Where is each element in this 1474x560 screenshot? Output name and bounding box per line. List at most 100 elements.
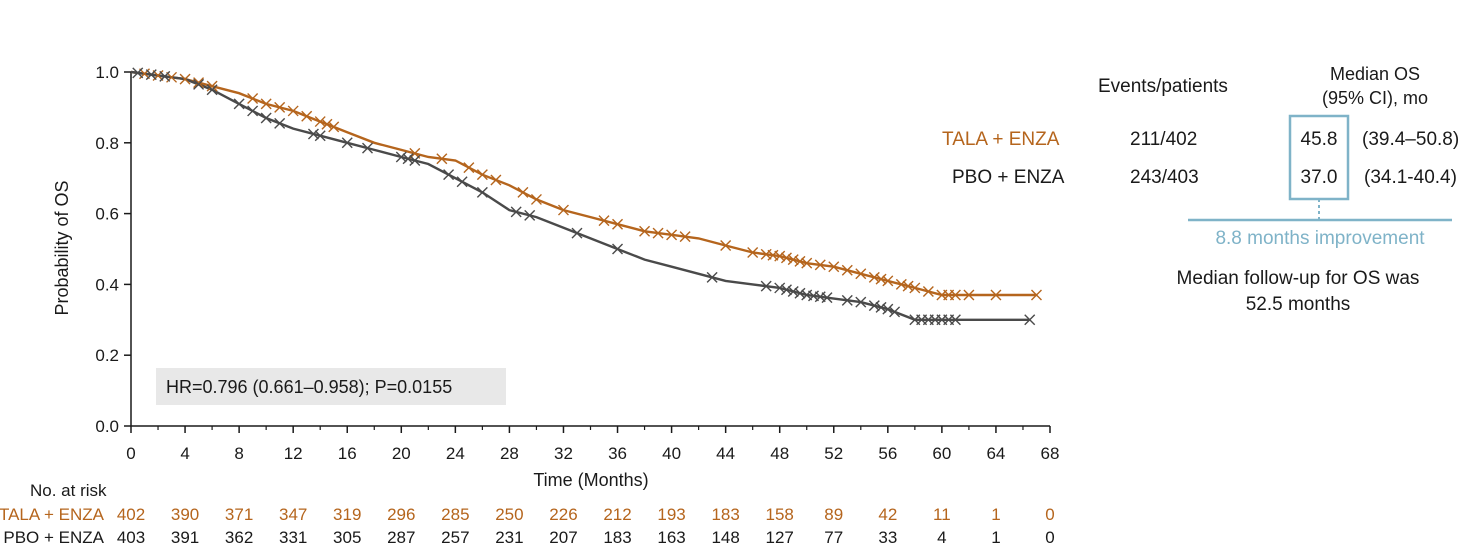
censor-stroke: [747, 247, 759, 259]
y-tick-label: 0.4: [95, 275, 119, 294]
risk-count: 163: [657, 528, 685, 547]
tala-censor-mark: [193, 77, 205, 89]
censor-stroke: [179, 73, 191, 85]
pbo-censor-mark: [341, 137, 353, 149]
y-tick-label: 1.0: [95, 63, 119, 82]
censor-stroke: [814, 259, 826, 271]
side-row-pbo-events: 243/403: [1130, 167, 1199, 188]
risk-row-label-pbo: PBO + ENZA: [3, 528, 104, 547]
censor-stroke: [524, 209, 536, 221]
tala-censor-mark: [314, 116, 326, 128]
censor-stroke: [476, 186, 488, 198]
censor-stroke: [456, 176, 468, 188]
censor-stroke: [760, 280, 772, 292]
pbo-censor-mark: [247, 105, 259, 117]
events-header: Events/patients: [1098, 76, 1228, 97]
tala-censor-mark: [949, 289, 961, 301]
risk-count: 250: [495, 505, 523, 524]
survival-curves: [130, 70, 1037, 321]
pbo-censor-mark: [307, 128, 319, 140]
risk-count: 331: [279, 528, 307, 547]
censor-stroke: [557, 204, 569, 216]
censor-stroke: [274, 117, 286, 129]
censor-stroke: [801, 257, 813, 269]
x-tick-label: 48: [770, 444, 789, 463]
pbo-censor-mark: [794, 287, 806, 299]
axes: 0 4 8 12 16 20 24 28 32 36 40 44 48 52 56 60 64 680.00.20…: [95, 63, 1059, 463]
pbo-censor-mark: [456, 176, 468, 188]
censor-stroke: [436, 153, 448, 165]
pbo-censor-mark: [274, 117, 286, 129]
risk-count: 1: [991, 505, 1000, 524]
risk-count: 403: [117, 528, 145, 547]
pbo-censor-mark: [443, 169, 455, 181]
tala-censor-mark: [828, 261, 840, 273]
y-tick-label: 0.0: [95, 417, 119, 436]
pbo-censor-mark: [780, 284, 792, 296]
x-tick-label: 28: [500, 444, 519, 463]
x-tick-label: 44: [716, 444, 735, 463]
improvement-label: 8.8 months improvement: [1215, 228, 1425, 249]
risk-count: 89: [824, 505, 843, 524]
censor-stroke: [159, 70, 171, 82]
censor-stroke: [206, 84, 218, 96]
x-tick-label: 16: [338, 444, 357, 463]
tala-censor-mark: [328, 121, 340, 133]
censor-stroke: [193, 77, 205, 89]
censor-marks: [132, 67, 1042, 326]
tala-censor-mark: [476, 169, 488, 181]
tala-censor-mark: [274, 101, 286, 113]
y-tick-label: 0.8: [95, 134, 119, 153]
risk-count: 296: [387, 505, 415, 524]
censor-stroke: [476, 169, 488, 181]
censor-stroke: [639, 225, 651, 237]
censor-stroke: [307, 128, 319, 140]
censor-stroke: [909, 282, 921, 294]
censor-stroke: [571, 227, 583, 239]
censor-stroke: [889, 306, 901, 318]
risk-count: 285: [441, 505, 469, 524]
x-tick-label: 60: [932, 444, 951, 463]
tala-censor-mark: [801, 257, 813, 269]
tala-censor-mark: [747, 247, 759, 259]
risk-count: 0: [1045, 528, 1054, 547]
censor-stroke: [260, 98, 272, 110]
censor-stroke: [787, 254, 799, 266]
censor-stroke: [321, 118, 333, 130]
risk-count: 287: [387, 528, 415, 547]
risk-count: 1: [991, 528, 1000, 547]
followup-line1: Median follow-up for OS was: [1176, 268, 1420, 289]
censor-stroke: [780, 252, 792, 264]
risk-count: 127: [766, 528, 794, 547]
censor-stroke: [875, 273, 887, 285]
tala-censor-mark: [895, 278, 907, 290]
pbo-censor-mark: [145, 69, 157, 81]
x-tick-label: 32: [554, 444, 573, 463]
tala-censor-mark: [666, 229, 678, 241]
risk-count: 207: [549, 528, 577, 547]
censor-stroke: [706, 271, 718, 283]
censor-stroke: [145, 69, 157, 81]
risk-count: 402: [117, 505, 145, 524]
censor-stroke: [395, 151, 407, 163]
pbo-censor-mark: [260, 112, 272, 124]
censor-stroke: [362, 142, 374, 154]
tala-censor-mark: [598, 215, 610, 227]
censor-stroke: [233, 98, 245, 110]
tala-censor-mark: [720, 239, 732, 251]
censor-stroke: [341, 137, 353, 149]
tala-censor-mark: [787, 254, 799, 266]
censor-stroke: [1024, 314, 1036, 326]
risk-count: 305: [333, 528, 361, 547]
censor-stroke: [855, 268, 867, 280]
pbo-censor-mark: [409, 155, 421, 166]
risk-count: 391: [171, 528, 199, 547]
pbo-censor-mark: [787, 285, 799, 297]
side-row-pbo-median: 37.0: [1300, 167, 1338, 188]
followup-line2: 52.5 months: [1245, 294, 1351, 315]
censor-stroke: [875, 301, 887, 313]
censor-stroke: [868, 300, 880, 312]
risk-count: 362: [225, 528, 253, 547]
risk-count: 347: [279, 505, 307, 524]
